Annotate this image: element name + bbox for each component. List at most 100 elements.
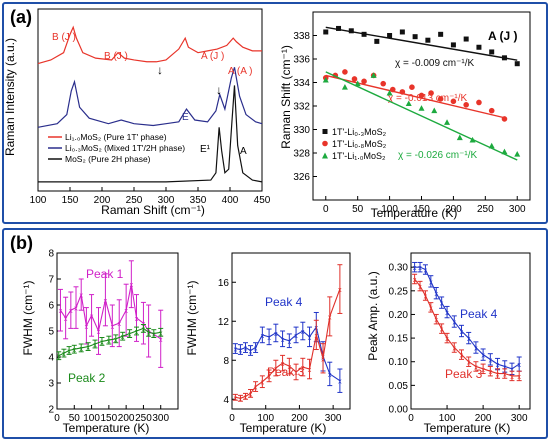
b1-plot-series-1-point: x xyxy=(73,347,77,354)
legend-label: 1T'-Li₀.₃MoS₂ xyxy=(332,127,387,137)
data-point-circle xyxy=(437,96,444,102)
b2-plot-series-0-point: x xyxy=(239,348,243,355)
data-point-triangle xyxy=(341,84,348,90)
b1-plot-series-0-point: x xyxy=(130,282,134,289)
data-point-square xyxy=(323,29,329,35)
data-point-circle xyxy=(380,80,387,87)
b2-plot-series-1-point: x xyxy=(254,385,258,392)
b2-plot-series-0-point: x xyxy=(274,331,278,338)
annotation-e2g: E¹ xyxy=(200,144,211,155)
b2-plot-series-0-point: x xyxy=(338,379,342,386)
agshift-xtick-label: 50 xyxy=(352,204,364,215)
b1-plot-series-0-point: x xyxy=(97,329,101,336)
b1-plot-series-1-point: x xyxy=(114,337,118,344)
b3-plot-series-0-point: x xyxy=(481,353,485,360)
b1-y-axis-label: FWHM (cm⁻¹) xyxy=(21,281,35,356)
data-point-circle xyxy=(351,76,358,82)
data-point-circle xyxy=(501,116,508,122)
panel-b: (b) xyxy=(2,228,548,439)
data-point-circle xyxy=(389,86,396,93)
b3-y-axis-label: Peak Amp. (a.u.) xyxy=(366,271,380,360)
annotation-ag-a1g: A (A ) xyxy=(228,66,252,77)
data-point-triangle xyxy=(444,119,451,125)
spectra-xtick-label: 400 xyxy=(222,195,239,206)
b3-plot-series-0-point: x xyxy=(453,320,457,327)
b2-plot-series-1-point: x xyxy=(267,374,271,381)
b1-plot-ytick-label: 3 xyxy=(48,379,54,390)
b1-plot-series-1-point: x xyxy=(93,342,97,349)
slope-annotation-0: χ = -0.009 cm⁻¹/K xyxy=(395,58,474,69)
data-point-triangle xyxy=(469,136,476,143)
data-point-circle xyxy=(450,98,457,105)
b1-plot-ytick-label: 8 xyxy=(48,249,54,260)
b1-plot-series-0-point: x xyxy=(74,306,78,313)
b3-plot-series-0-point: x xyxy=(445,310,449,317)
slope-annotation-1: χ = -0.013 cm⁻¹/K xyxy=(388,93,467,104)
b3-plot-series-1-point: x xyxy=(453,346,457,353)
b1-plot-series-0-point: x xyxy=(159,337,163,344)
b1-plot-series-label-1: Peak 2 xyxy=(68,371,106,385)
b2-plot-series-1-point: x xyxy=(308,367,312,374)
b2-plot-series-0-point: x xyxy=(294,333,298,340)
annotation-ag-j3: A (J ) xyxy=(201,51,224,62)
agshift-ytick-label: 328 xyxy=(293,149,310,160)
b1-plot-series-0-point: x xyxy=(59,308,63,315)
data-point-circle xyxy=(428,90,434,96)
b2-plot-series-1-point: x xyxy=(249,391,253,398)
data-point-triangle xyxy=(405,100,412,107)
data-point-square xyxy=(489,49,495,55)
b1-plot-series-1-point: x xyxy=(107,338,111,345)
agshift-ytick-label: 338 xyxy=(293,31,310,42)
data-point-square xyxy=(450,42,456,48)
b2-plot-xtick-label: 100 xyxy=(257,413,274,424)
b3-plot-ytick-label: 0.00 xyxy=(389,405,409,416)
b1-plot-series-1-point: x xyxy=(135,329,139,336)
b3-plot-series-0-point: x xyxy=(503,364,507,371)
b2-plot-series-0-point: x xyxy=(234,347,238,354)
b3-plot-series-1-point: x xyxy=(467,360,471,367)
data-point-triangle xyxy=(488,142,495,149)
b1-plot-xtick-label: 50 xyxy=(69,413,81,424)
b3-plot-series-1-point: x xyxy=(445,336,449,343)
data-point-square xyxy=(399,29,405,35)
spectra-xtick-label: 350 xyxy=(190,195,207,206)
b2-plot-series-1-point: x xyxy=(328,314,332,321)
b2-plot-xtick-label: 200 xyxy=(291,413,308,424)
legend-label: 1T'-Li₀.₈MoS₂ xyxy=(332,139,387,149)
b2-plot-series-1-point: x xyxy=(338,287,342,294)
agshift-ytick-label: 326 xyxy=(293,172,310,183)
b1-plot-ytick-label: 2 xyxy=(48,405,54,416)
legend-label: Li₀.₃MoS₂ (Mixed 1T'/2H phase) xyxy=(65,143,185,153)
fit-line-2 xyxy=(325,71,518,161)
b2-y-axis-label: FWHM (cm⁻¹) xyxy=(185,281,199,356)
b2-plot-series-0-point: x xyxy=(328,372,332,379)
b3-plot-series-1-point: x xyxy=(517,374,521,381)
b1-plot-series-1-point: x xyxy=(121,334,125,341)
b3-plot-series-0-point: x xyxy=(413,265,417,272)
agshift-xtick-label: 300 xyxy=(509,204,526,215)
b1-plot-ytick-label: 5 xyxy=(48,327,54,338)
b3-plot-ytick-label: 0.20 xyxy=(389,310,409,321)
b2-plot-ytick-label: 4 xyxy=(223,395,229,406)
spectrum-line-2 xyxy=(38,85,263,183)
b1-plot-series-0-point: x xyxy=(90,313,94,320)
b1-plot-series-1-point: x xyxy=(67,349,71,356)
b1-plot-xtick-label: 200 xyxy=(118,413,135,424)
b1-plot-ytick-label: 4 xyxy=(48,353,54,364)
b2-plot-series-1-point: x xyxy=(274,366,278,373)
b1-plot-series-1-point: x xyxy=(100,339,104,346)
b2-plot-series-1-point: x xyxy=(239,396,243,403)
data-point-square xyxy=(348,28,354,34)
b2-plot-series-0-point: x xyxy=(254,346,258,353)
data-point-circle xyxy=(463,102,469,108)
b3-plot-series-0-point: x xyxy=(517,362,521,369)
b3-plot-series-1-point: x xyxy=(510,374,514,381)
b1-plot-series-0-point: x xyxy=(117,321,121,328)
b1-plot-series-1-point: x xyxy=(142,326,146,333)
b2-plot-xtick-label: 0 xyxy=(229,413,235,424)
b3-plot-xtick-label: 200 xyxy=(475,413,492,424)
